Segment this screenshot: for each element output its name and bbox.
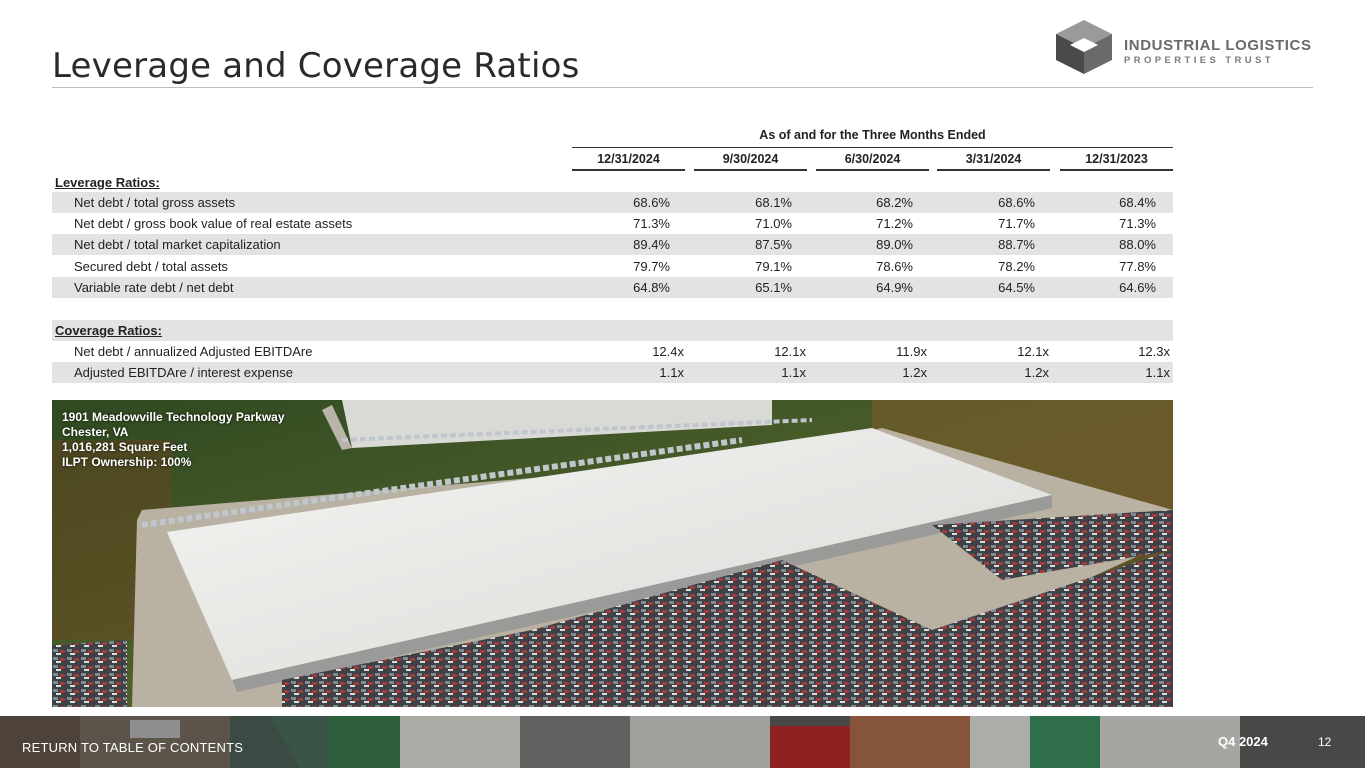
row-value: 77.8% [1119,259,1156,274]
row-value: 1.2x [902,365,927,380]
column-header-rule [937,169,1050,171]
row-value: 79.7% [633,259,670,274]
row-value: 71.3% [633,216,670,231]
row-label: Net debt / total gross assets [74,195,236,210]
table-row: Net debt / total market capitalization 8… [52,234,1173,255]
property-name: 1901 Meadowville Technology Parkway [62,410,285,424]
footer-bar: RETURN TO TABLE OF CONTENTS Q4 2024 12 [0,716,1365,768]
row-value: 12.4x [652,344,684,359]
leverage-section-title: Leverage Ratios: [55,175,160,190]
return-to-toc-link[interactable]: RETURN TO TABLE OF CONTENTS [22,740,244,755]
row-value: 65.1% [755,280,792,295]
row-value: 68.4% [1119,195,1156,210]
column-header: 12/31/2024 [597,152,660,166]
row-value: 64.5% [998,280,1035,295]
section-header-row: Leverage Ratios: [52,172,1173,193]
property-ownership: ILPT Ownership: 100% [62,455,192,469]
coverage-section-title: Coverage Ratios: [55,323,162,338]
row-value: 88.7% [998,237,1035,252]
row-value: 71.3% [1119,216,1156,231]
row-value: 12.1x [774,344,806,359]
row-value: 1.1x [659,365,684,380]
column-header-rule [694,169,807,171]
column-header: 12/31/2023 [1085,152,1148,166]
column-header: 3/31/2024 [965,152,1022,166]
row-value: 11.9x [896,344,927,359]
row-label: Adjusted EBITDAre / interest expense [74,365,293,380]
section-header-row: Coverage Ratios: [52,320,1173,341]
row-value: 12.3x [1138,344,1170,359]
table-row: Adjusted EBITDAre / interest expense 1.1… [52,362,1173,383]
table-row: Secured debt / total assets 79.7% 79.1% … [52,256,1173,277]
row-value: 12.1x [1017,344,1049,359]
aerial-photo-illustration [52,400,1173,707]
footer-trucks-illustration [0,716,1365,768]
group-header-rule [572,147,1173,148]
row-value: 68.2% [876,195,913,210]
row-value: 1.1x [781,365,806,380]
row-value: 78.6% [876,259,913,274]
row-label: Secured debt / total assets [74,259,228,274]
row-value: 88.0% [1119,237,1156,252]
table-row: Net debt / gross book value of real esta… [52,213,1173,234]
table-row: Variable rate debt / net debt 64.8% 65.1… [52,277,1173,298]
row-value: 68.6% [633,195,670,210]
company-name: INDUSTRIAL LOGISTICS [1124,37,1312,54]
property-location: Chester, VA [62,425,129,439]
row-value: 71.2% [876,216,913,231]
title-divider [52,87,1313,88]
row-value: 68.6% [998,195,1035,210]
row-value: 64.8% [633,280,670,295]
row-value: 89.4% [633,237,670,252]
column-header: 9/30/2024 [722,152,779,166]
row-label: Net debt / gross book value of real esta… [74,216,353,231]
company-name-sub: PROPERTIES TRUST [1124,55,1274,66]
table-row: Net debt / annualized Adjusted EBITDAre … [52,341,1173,362]
column-header-rule [1060,169,1173,171]
row-value: 71.0% [755,216,792,231]
page-number: 12 [1318,735,1332,749]
row-value: 68.1% [755,195,792,210]
table-row: Net debt / total gross assets 68.6% 68.1… [52,192,1173,213]
company-logo: INDUSTRIAL LOGISTICS PROPERTIES TRUST [1054,20,1316,74]
property-aerial-photo: 1901 Meadowville Technology Parkway Ches… [52,400,1173,707]
property-size: 1,016,281 Square Feet [62,440,188,454]
property-caption: 1901 Meadowville Technology Parkway Ches… [62,410,285,470]
ilpt-logo-icon [1056,20,1112,74]
report-period: Q4 2024 [1218,734,1268,749]
row-value: 1.1x [1145,365,1170,380]
row-label: Net debt / total market capitalization [74,237,281,252]
column-header-rule [816,169,929,171]
column-group-header: As of and for the Three Months Ended [759,128,986,142]
row-value: 87.5% [755,237,792,252]
page-title: Leverage and Coverage Ratios [52,46,580,86]
row-value: 64.6% [1119,280,1156,295]
row-value: 78.2% [998,259,1035,274]
row-value: 1.2x [1024,365,1049,380]
row-value: 89.0% [876,237,913,252]
row-value: 71.7% [998,216,1035,231]
column-header: 6/30/2024 [844,152,901,166]
column-header-rule [572,169,685,171]
row-label: Net debt / annualized Adjusted EBITDAre [74,344,313,359]
row-value: 79.1% [755,259,792,274]
row-value: 64.9% [876,280,913,295]
row-label: Variable rate debt / net debt [74,280,234,295]
